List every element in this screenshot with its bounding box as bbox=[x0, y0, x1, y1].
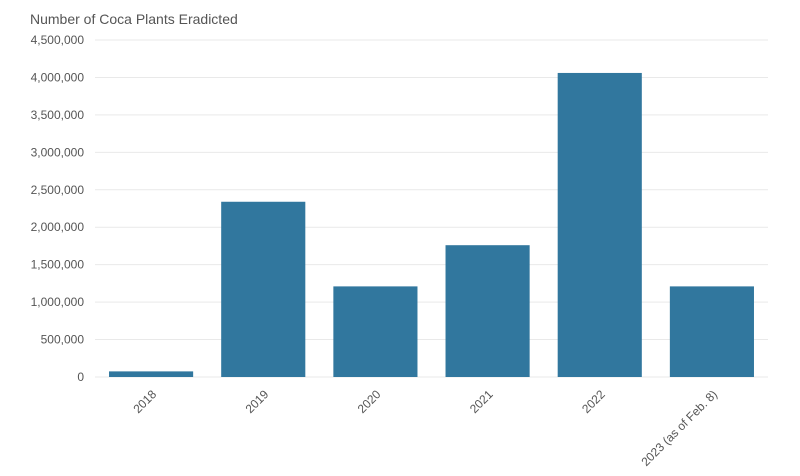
y-axis-ticks: 0 500,000 1,000,000 1,500,000 2,000,000 2,500… bbox=[31, 33, 85, 384]
y-tick-label: 2,000,000 bbox=[31, 220, 85, 234]
x-tick-label: 2022 bbox=[579, 387, 608, 416]
x-tick-label: 2023 (as of Feb. 8) bbox=[638, 387, 720, 469]
y-tick-label: 0 bbox=[77, 370, 84, 384]
y-tick-label: 4,000,000 bbox=[31, 70, 85, 84]
bar-2021 bbox=[445, 245, 530, 377]
y-tick-label: 2,500,000 bbox=[31, 183, 85, 197]
x-tick-label: 2019 bbox=[243, 387, 272, 416]
bar-2019 bbox=[221, 201, 306, 377]
y-tick-label: 500,000 bbox=[41, 333, 85, 347]
bar-2018 bbox=[109, 371, 194, 377]
x-tick-label: 2021 bbox=[467, 387, 496, 416]
bar-2022 bbox=[557, 72, 642, 377]
chart-title: Number of Coca Plants Eradicted bbox=[30, 11, 238, 27]
y-tick-label: 1,500,000 bbox=[31, 258, 85, 272]
bar-2023 bbox=[669, 286, 754, 377]
x-axis-ticks: 2018 2019 2020 2021 2022 2023 (as of Feb. 8) bbox=[130, 387, 720, 469]
y-tick-label: 4,500,000 bbox=[31, 33, 85, 47]
y-tick-label: 3,000,000 bbox=[31, 145, 85, 159]
x-tick-label: 2018 bbox=[130, 387, 159, 416]
y-tick-label: 1,000,000 bbox=[31, 295, 85, 309]
x-tick-label: 2020 bbox=[355, 387, 384, 416]
bar-2020 bbox=[333, 286, 418, 377]
gridlines bbox=[95, 39, 768, 378]
y-tick-label: 3,500,000 bbox=[31, 108, 85, 122]
bars bbox=[109, 72, 754, 377]
